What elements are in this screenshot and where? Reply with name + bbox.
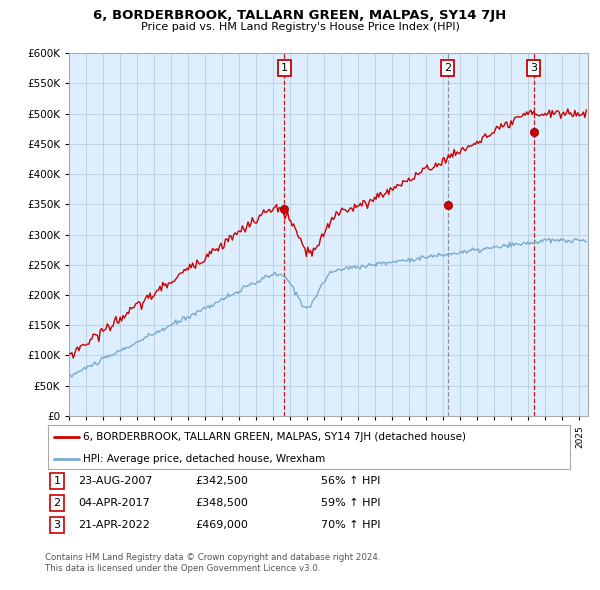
Text: 1: 1 xyxy=(53,476,61,486)
Text: 04-APR-2017: 04-APR-2017 xyxy=(78,498,150,507)
Text: Price paid vs. HM Land Registry's House Price Index (HPI): Price paid vs. HM Land Registry's House … xyxy=(140,22,460,32)
Text: £342,500: £342,500 xyxy=(195,476,248,486)
Text: 2: 2 xyxy=(444,63,451,73)
Text: 3: 3 xyxy=(53,520,61,530)
Text: £469,000: £469,000 xyxy=(195,520,248,530)
Text: 2: 2 xyxy=(53,498,61,507)
Text: 21-APR-2022: 21-APR-2022 xyxy=(78,520,150,530)
Text: 23-AUG-2007: 23-AUG-2007 xyxy=(78,476,152,486)
Text: 56% ↑ HPI: 56% ↑ HPI xyxy=(321,476,380,486)
Text: 6, BORDERBROOK, TALLARN GREEN, MALPAS, SY14 7JH (detached house): 6, BORDERBROOK, TALLARN GREEN, MALPAS, S… xyxy=(83,432,466,442)
Text: 1: 1 xyxy=(281,63,287,73)
Text: £348,500: £348,500 xyxy=(195,498,248,507)
Text: 6, BORDERBROOK, TALLARN GREEN, MALPAS, SY14 7JH: 6, BORDERBROOK, TALLARN GREEN, MALPAS, S… xyxy=(94,9,506,22)
Text: 59% ↑ HPI: 59% ↑ HPI xyxy=(321,498,380,507)
Text: 70% ↑ HPI: 70% ↑ HPI xyxy=(321,520,380,530)
Text: HPI: Average price, detached house, Wrexham: HPI: Average price, detached house, Wrex… xyxy=(83,454,326,464)
Text: This data is licensed under the Open Government Licence v3.0.: This data is licensed under the Open Gov… xyxy=(45,565,320,573)
Text: 3: 3 xyxy=(530,63,537,73)
Text: Contains HM Land Registry data © Crown copyright and database right 2024.: Contains HM Land Registry data © Crown c… xyxy=(45,553,380,562)
